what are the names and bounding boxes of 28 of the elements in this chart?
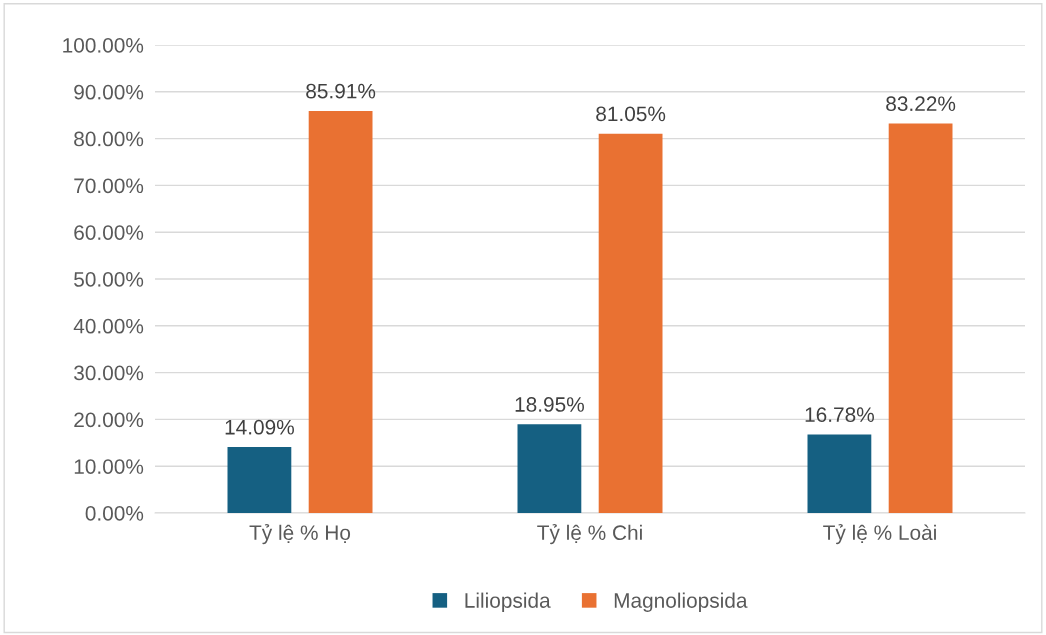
data-label: 81.05% xyxy=(596,106,666,122)
y-tick-label: 100.00% xyxy=(63,38,144,53)
y-tick-label: 60.00% xyxy=(74,225,144,240)
bar xyxy=(598,133,663,513)
y-tick-label: 20.00% xyxy=(74,412,144,428)
data-label: 85.91% xyxy=(306,83,376,99)
y-tick-label: 70.00% xyxy=(74,178,144,194)
legend-label: Liliopsida xyxy=(465,592,551,613)
y-tick-label: 50.00% xyxy=(74,272,144,287)
y-tick-label: 30.00% xyxy=(74,365,144,381)
y-tick-label: 40.00% xyxy=(73,318,144,334)
data-label: 16.78% xyxy=(805,407,874,423)
y-tick-label: 80.00% xyxy=(74,131,144,147)
bar xyxy=(308,110,373,513)
y-tick-label: 90.00% xyxy=(74,84,144,100)
legend-label: Magnoliopsida xyxy=(614,592,748,613)
bar xyxy=(517,424,582,513)
bar xyxy=(227,447,292,513)
x-tick-label: Tỷ lệ % Chi xyxy=(537,524,642,545)
data-label: 18.95% xyxy=(515,397,584,412)
data-label: 83.22% xyxy=(886,96,956,112)
y-tick-label: 0.00% xyxy=(85,506,144,521)
x-tick-label: Tỷ lệ % Họ xyxy=(249,524,351,545)
y-tick-label: 10.00% xyxy=(74,459,144,474)
bar xyxy=(807,434,872,513)
data-label: 14.09% xyxy=(225,419,294,435)
x-tick-label: Tỷ lệ % Loài xyxy=(823,524,936,545)
bar xyxy=(888,123,953,513)
